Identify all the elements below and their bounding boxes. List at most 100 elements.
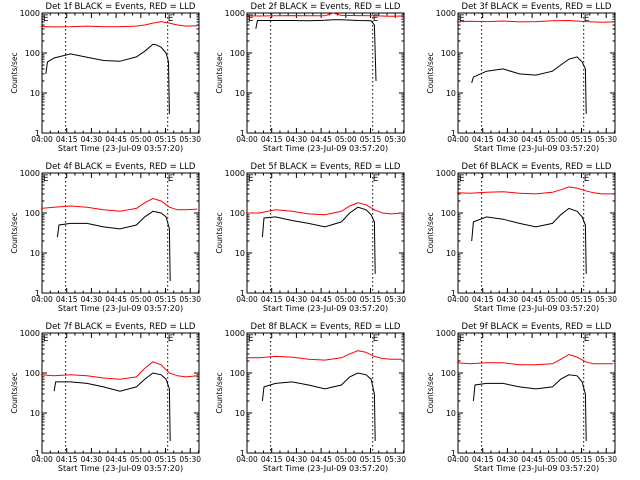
x-tick-label: 04:15 <box>56 455 78 464</box>
chart-panel: Det 7f BLACK = Events, RED = LLD 1 10 100 10… <box>10 322 201 473</box>
x-tick-label: 05:30 <box>179 135 201 144</box>
y-tick-label: 1000 <box>20 329 40 338</box>
events-series-line <box>471 56 587 114</box>
y-tick-label: 1000 <box>225 169 245 178</box>
y-tick-label: 10 <box>235 409 245 418</box>
event-letter: E <box>459 334 465 344</box>
x-tick-label: 04:45 <box>310 455 332 464</box>
x-tick-label: 04:30 <box>497 295 519 304</box>
x-tick-label: 05:30 <box>179 295 201 304</box>
y-axis-label: Counts/sec <box>10 372 19 413</box>
y-axis-label: Counts/sec <box>10 212 19 253</box>
y-tick-label: 1 <box>451 289 456 298</box>
y-tick-label: 10 <box>235 249 245 258</box>
event-letter: E <box>373 174 379 184</box>
x-tick-label: 04:15 <box>472 455 494 464</box>
event-letter: E <box>43 334 49 344</box>
lld-series-line <box>245 350 403 361</box>
events-series-line <box>255 19 377 82</box>
event-letter: E <box>168 174 174 184</box>
event-letter: E <box>248 334 254 344</box>
x-axis-label: Start Time (23-Jul-09 03:57:20) <box>58 464 183 473</box>
event-letter: E <box>584 174 590 184</box>
x-tick-label: 04:15 <box>261 455 283 464</box>
y-axis-label: Counts/sec <box>426 52 435 93</box>
x-tick-label: 05:15 <box>571 135 593 144</box>
plot-frame <box>41 12 200 134</box>
x-tick-label: 05:30 <box>179 455 201 464</box>
event-letter: E <box>584 334 590 344</box>
y-tick-label: 1 <box>35 289 40 298</box>
x-tick-label: 05:30 <box>384 455 406 464</box>
x-axis-label: Start Time (23-Jul-09 03:57:20) <box>474 304 599 313</box>
x-tick-label: 05:30 <box>595 135 617 144</box>
x-axis-label: Start Time (23-Jul-09 03:57:20) <box>474 144 599 153</box>
events-series-line <box>45 43 170 114</box>
plot-frame <box>457 172 616 294</box>
x-tick-label: 05:00 <box>130 135 152 144</box>
y-tick-label: 1000 <box>20 9 40 18</box>
event-letter: E <box>43 14 49 24</box>
chart-panel: Det 1f BLACK = Events, RED = LLD 1 10 100 10… <box>10 2 201 153</box>
x-tick-label: 04:00 <box>31 455 53 464</box>
y-tick-label: 1 <box>451 449 456 458</box>
chart-title: Det 2f BLACK = Events, RED = LLD <box>251 2 401 12</box>
y-tick-label: 10 <box>446 89 456 98</box>
y-tick-label: 10 <box>30 249 40 258</box>
x-axis-label: Start Time (23-Jul-09 03:57:20) <box>263 464 388 473</box>
chart-panel: Det 4f BLACK = Events, RED = LLD 1 10 100 10… <box>10 162 201 313</box>
lld-series-line <box>456 19 614 23</box>
event-letter: E <box>168 14 174 24</box>
chart-title: Det 9f BLACK = Events, RED = LLD <box>462 322 612 332</box>
x-tick-label: 05:00 <box>335 455 357 464</box>
lld-series-line <box>245 202 403 216</box>
x-tick-label: 05:15 <box>571 295 593 304</box>
x-tick-label: 04:15 <box>261 295 283 304</box>
lld-series-line <box>40 197 198 212</box>
y-axis-label: Counts/sec <box>215 372 224 413</box>
plot-frame <box>246 332 405 454</box>
x-tick-label: 05:00 <box>546 455 568 464</box>
y-tick-label: 100 <box>230 49 245 58</box>
chart-title: Det 4f BLACK = Events, RED = LLD <box>46 162 196 172</box>
event-letter: E <box>248 174 254 184</box>
lld-series-line <box>456 186 614 195</box>
y-tick-label: 100 <box>25 369 40 378</box>
event-letter: E <box>584 14 590 24</box>
y-axis-label: Counts/sec <box>215 212 224 253</box>
y-tick-label: 1 <box>240 289 245 298</box>
y-tick-label: 100 <box>230 209 245 218</box>
plot-frame <box>457 12 616 134</box>
y-tick-label: 1 <box>35 449 40 458</box>
event-letter: E <box>168 334 174 344</box>
x-tick-label: 04:00 <box>31 135 53 144</box>
y-tick-label: 100 <box>441 209 456 218</box>
x-tick-label: 04:00 <box>31 295 53 304</box>
y-axis-label: Counts/sec <box>10 52 19 93</box>
x-axis-label: Start Time (23-Jul-09 03:57:20) <box>58 144 183 153</box>
x-tick-label: 04:15 <box>56 295 78 304</box>
y-tick-label: 1 <box>240 129 245 138</box>
event-letter: E <box>373 334 379 344</box>
x-tick-label: 05:30 <box>595 455 617 464</box>
y-tick-label: 1000 <box>225 329 245 338</box>
y-axis-label: Counts/sec <box>215 52 224 93</box>
x-tick-label: 05:00 <box>130 455 152 464</box>
chart-title: Det 5f BLACK = Events, RED = LLD <box>251 162 401 172</box>
x-tick-label: 04:00 <box>447 455 469 464</box>
plot-frame <box>246 172 405 294</box>
x-tick-label: 04:45 <box>521 455 543 464</box>
x-tick-label: 04:30 <box>286 135 308 144</box>
x-tick-label: 04:15 <box>56 135 78 144</box>
x-axis-label: Start Time (23-Jul-09 03:57:20) <box>58 304 183 313</box>
x-tick-label: 04:00 <box>236 455 258 464</box>
chart-title: Det 8f BLACK = Events, RED = LLD <box>251 322 401 332</box>
x-tick-label: 05:15 <box>155 135 177 144</box>
events-series-line <box>261 206 376 274</box>
y-tick-label: 1 <box>35 129 40 138</box>
x-tick-label: 05:00 <box>335 295 357 304</box>
plot-frame <box>246 12 405 134</box>
y-tick-label: 1000 <box>436 9 456 18</box>
x-tick-label: 05:15 <box>155 455 177 464</box>
x-tick-label: 05:15 <box>155 295 177 304</box>
